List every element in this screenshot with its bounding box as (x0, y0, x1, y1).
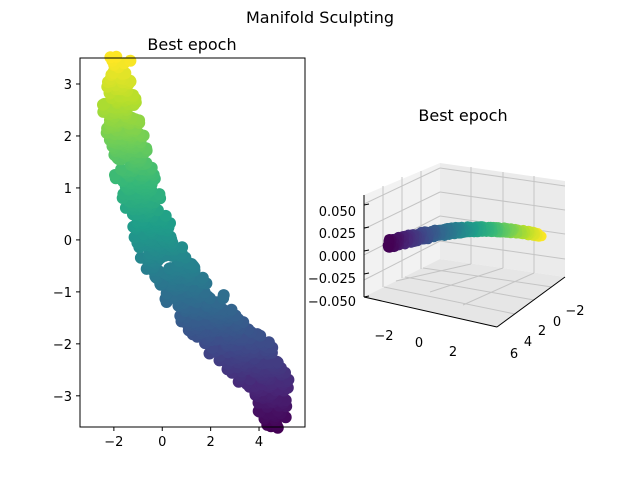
pane-floor (364, 259, 565, 327)
y-tick-label: −2 (565, 304, 584, 319)
scatter-3d-points (382, 221, 547, 253)
scatter-point (262, 336, 275, 349)
y-tick-label: 4 (524, 335, 532, 350)
y-tick-label: 0 (553, 315, 561, 330)
y-axis-line (496, 276, 566, 328)
scatter-point (115, 163, 128, 176)
scatter-2d-title: Best epoch (147, 35, 236, 54)
x-tick-label: 0 (415, 336, 423, 351)
x-tick-label: −2 (104, 435, 123, 450)
scatter-point (176, 241, 189, 254)
z-tick-label: 0.025 (319, 227, 356, 242)
x-tick-label: 4 (255, 435, 263, 450)
x-tick-label: −2 (374, 329, 393, 344)
grid-3d (363, 167, 566, 315)
figure-suptitle: Manifold Sculpting (246, 8, 394, 27)
scatter-point (225, 303, 238, 316)
y-tick-label: −3 (53, 390, 72, 405)
z-tick-label: 0.000 (319, 250, 356, 265)
y-tick-label: 1 (64, 182, 72, 197)
scatter-2d-panel: Best epoch −2 0 2 4 3 2 1 0 −1 −2 −3 (53, 35, 306, 450)
z-ticks (363, 203, 370, 298)
scatter-2d-y-ticks: 3 2 1 0 −1 −2 −3 (53, 78, 80, 405)
x-axis-line (363, 296, 498, 328)
y-tick-label: 3 (64, 78, 72, 93)
scatter-3d-point (383, 234, 394, 245)
scatter-2d-frame (79, 57, 306, 428)
scatter-point (124, 54, 137, 67)
z-tick-label: 0.050 (319, 205, 356, 220)
scatter-point (270, 355, 283, 368)
y-tick-label: −1 (53, 286, 72, 301)
y-tick-label: 6 (510, 347, 518, 362)
scatter-point (110, 50, 123, 63)
scatter-2d-points (97, 50, 295, 434)
scatter-point (217, 289, 230, 302)
y-tick-label: 2 (538, 324, 546, 339)
scatter-3d-point (383, 242, 394, 253)
scatter-point (196, 271, 209, 284)
x-tick-label: 2 (449, 345, 457, 360)
z-tick-label: −0.025 (308, 272, 356, 287)
x-tick-label: 0 (158, 435, 166, 450)
scatter-3d-title: Best epoch (418, 106, 507, 125)
y-tick-label: −2 (53, 338, 72, 353)
z-tick-label: −0.050 (308, 295, 356, 310)
x-tick-label: 2 (207, 435, 215, 450)
scatter-2d-x-ticks: −2 0 2 4 (104, 427, 263, 450)
scatter-3d-panel: Best epoch (308, 106, 585, 362)
y-tick-label: 2 (64, 130, 72, 145)
y-tick-label: 0 (64, 234, 72, 249)
